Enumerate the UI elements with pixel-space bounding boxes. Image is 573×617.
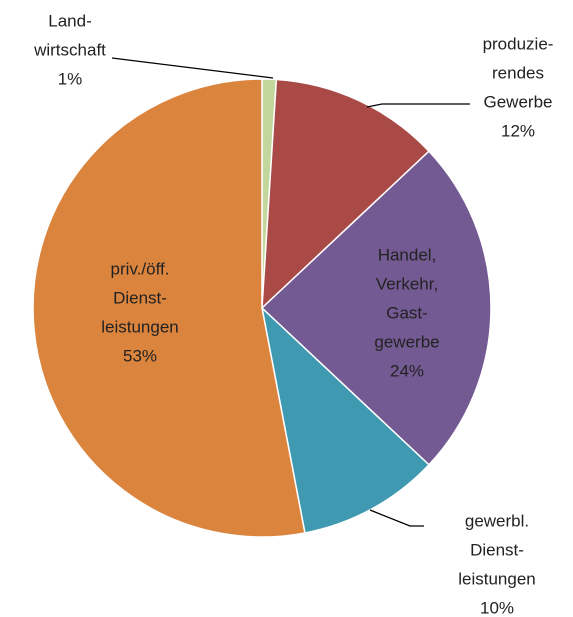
- pie-slice: [261, 78, 430, 310]
- slice-label: Verkehr,: [376, 274, 438, 293]
- slice-label: Handel,: [378, 245, 437, 264]
- pie-slice: [32, 78, 306, 538]
- leader-line: [366, 103, 470, 108]
- slice-label: produzie-: [483, 34, 554, 53]
- slice-label: rendes: [492, 63, 544, 82]
- leader-line: [369, 509, 424, 527]
- value-label: 10%: [480, 598, 514, 617]
- slice-label: wirtschaft: [33, 40, 106, 59]
- leader-line: [111, 57, 274, 79]
- slice-label: leistungen: [458, 569, 536, 588]
- slice-label: leistungen: [101, 317, 179, 336]
- pie-slice: [260, 150, 492, 466]
- slice-label: Dienst-: [113, 288, 167, 307]
- slice-label: priv./öff.: [111, 259, 170, 278]
- slice-label: Land-: [48, 11, 91, 30]
- value-label: 12%: [501, 121, 535, 140]
- slice-label: gewerbl.: [465, 511, 529, 530]
- slice-label: Gewerbe: [484, 92, 553, 111]
- value-label: 1%: [58, 69, 83, 88]
- pie-slice: [260, 305, 430, 534]
- slice-label: Gast-: [386, 303, 428, 322]
- value-label: 24%: [390, 361, 424, 380]
- slice-label: Dienst-: [470, 540, 524, 559]
- slice-label: gewerbe: [374, 332, 439, 351]
- value-label: 53%: [123, 346, 157, 365]
